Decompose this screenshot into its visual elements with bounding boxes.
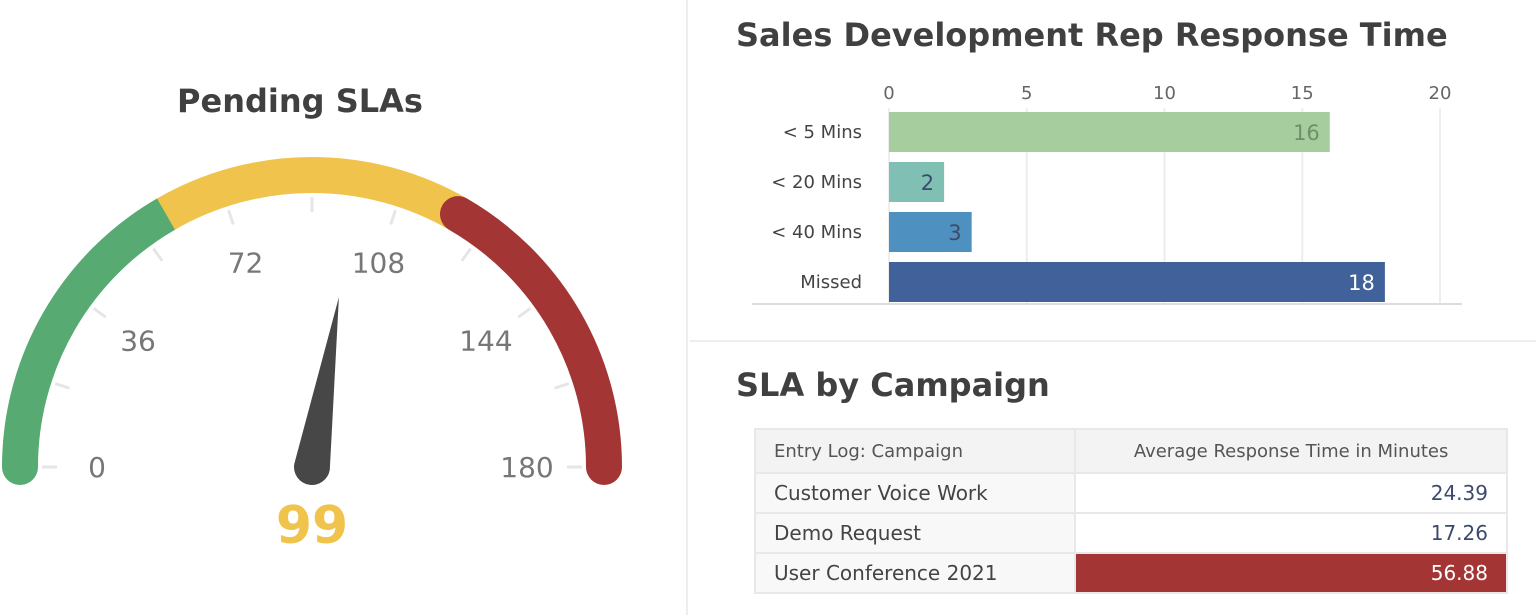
bar [889,212,972,252]
value-cell: 24.39 [1074,472,1508,514]
x-tick-label: 5 [1021,83,1032,104]
pending-slas-panel: Pending SLAs 0 36 72 108 144 180 99 [0,0,688,615]
bar [889,162,945,202]
gauge-tick-label: 72 [228,247,264,280]
gauge-band [440,196,622,485]
gauge-minor-tick [554,382,570,390]
category-label: < 40 Mins [771,222,862,243]
x-tick-label: 15 [1291,83,1314,104]
gauge-minor-tick [152,247,164,262]
bar-chart: 0 5 10 15 20 < 5 Mins 16 < 20 Mins 2 < 40 Mins 3 Mi… [752,83,1462,305]
response-time-panel: Sales Development Rep Response Time 0 5 10… [690,0,1536,342]
value-cell: 17.26 [1074,512,1508,554]
campaign-cell: User Conference 2021 [753,552,1077,594]
gauge-minor-tick [54,382,70,390]
gauge-title: Pending SLAs [177,82,423,120]
category-label: < 20 Mins [771,172,862,193]
x-tick-label: 10 [1153,83,1176,104]
sla-campaign-panel: SLA by Campaign Entry Log: Campaign Aver… [690,344,1536,615]
campaign-table: Entry Log: Campaign Average Response Tim… [753,428,1508,594]
gauge-minor-tick [460,247,472,262]
x-tick-label: 0 [883,83,894,104]
bar [889,262,1385,302]
bar [889,112,1330,152]
gauge-tick-label: 180 [500,451,553,484]
table-title: SLA by Campaign [736,366,1050,404]
table-header-row: Entry Log: Campaign Average Response Tim… [753,428,1508,474]
gauge-value: 99 [276,496,348,556]
column-header-campaign[interactable]: Entry Log: Campaign [753,428,1077,474]
gauge-tick-label: 108 [352,247,405,280]
category-label: < 5 Mins [783,122,862,143]
gauge-minor-tick [389,209,397,225]
column-header-avg-response[interactable]: Average Response Time in Minutes [1074,428,1508,474]
gauge-needle [294,297,339,485]
value-cell: 56.88 [1074,552,1508,594]
campaign-cell: Customer Voice Work [753,472,1077,514]
data-label: 2 [921,171,934,195]
gauge-minor-tick [517,307,532,319]
gauge-minor-tick [227,209,235,225]
campaign-cell: Demo Request [753,512,1077,554]
gauge-tick-label: 144 [459,325,512,358]
gauge-band [157,157,467,230]
gauge-tick-label: 0 [88,451,106,484]
table-row: Demo Request 17.26 [753,512,1508,554]
table-row: Customer Voice Work 24.39 [753,472,1508,514]
gauge-chart: 0 36 72 108 144 180 99 [2,157,622,556]
category-label: Missed [800,272,862,293]
data-label: 18 [1348,271,1375,295]
gauge-tick-label: 36 [120,325,156,358]
gauge-band [2,196,184,485]
data-label: 3 [948,221,961,245]
bar-chart-title: Sales Development Rep Response Time [736,16,1448,54]
table-row: User Conference 2021 56.88 [753,552,1508,594]
x-tick-label: 20 [1429,83,1452,104]
gauge-minor-tick [92,307,107,319]
data-label: 16 [1293,121,1320,145]
